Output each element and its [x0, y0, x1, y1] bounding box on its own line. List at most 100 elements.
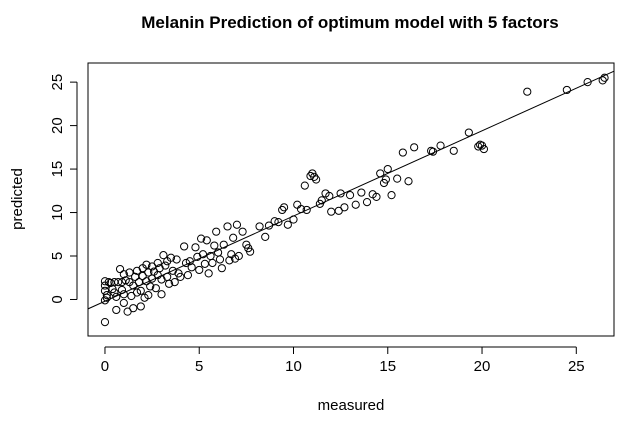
data-point	[204, 269, 213, 278]
data-point	[212, 227, 221, 236]
data-point	[172, 255, 181, 264]
y-tick-label: 20	[49, 117, 66, 134]
data-point	[146, 282, 155, 291]
data-point	[197, 234, 206, 243]
data-point	[164, 279, 174, 288]
axes-group: 0 5 10 15 20 25 0 5 10 15 20 25	[49, 74, 585, 375]
data-point	[119, 290, 128, 299]
data-point	[180, 242, 189, 251]
data-point	[110, 288, 119, 297]
data-point	[600, 73, 609, 82]
data-point	[219, 240, 228, 249]
data-point	[293, 200, 302, 209]
data-point	[289, 215, 298, 224]
data-point	[234, 251, 243, 261]
y-tick-label: 5	[49, 252, 66, 260]
data-point	[310, 172, 319, 181]
data-points-group	[100, 73, 609, 327]
data-point	[161, 261, 170, 270]
data-point	[464, 128, 473, 137]
data-point	[102, 293, 111, 302]
data-point	[119, 298, 128, 308]
data-point	[142, 260, 151, 269]
plot-frame	[87, 62, 615, 337]
data-point	[327, 207, 336, 216]
data-point	[100, 317, 110, 327]
x-tick-label: 20	[474, 358, 491, 375]
data-point	[136, 286, 145, 295]
data-point	[114, 277, 123, 287]
data-point	[393, 174, 402, 183]
x-tick-label: 10	[285, 358, 302, 375]
data-point	[100, 296, 110, 305]
data-point	[191, 243, 200, 252]
data-point	[181, 258, 191, 268]
data-point	[100, 286, 110, 295]
data-point	[112, 292, 121, 301]
y-tick-label: 10	[49, 204, 66, 221]
data-point	[372, 192, 381, 201]
data-point	[325, 191, 334, 201]
regression-line	[87, 70, 615, 310]
data-point	[274, 218, 283, 227]
data-point	[198, 250, 208, 259]
data-point	[387, 191, 396, 200]
data-point	[351, 200, 360, 209]
data-point	[336, 189, 345, 198]
data-point	[129, 304, 138, 313]
data-point	[153, 258, 162, 268]
data-point	[223, 222, 232, 231]
data-point	[300, 181, 309, 190]
data-point	[176, 272, 185, 281]
data-point	[270, 217, 279, 226]
data-point	[229, 233, 238, 242]
data-point	[232, 220, 242, 229]
data-point	[238, 227, 247, 236]
data-point	[121, 276, 130, 285]
data-point	[583, 78, 592, 87]
data-point	[562, 85, 571, 95]
data-point	[261, 232, 270, 241]
data-point	[225, 256, 234, 265]
data-point	[183, 271, 193, 280]
data-point	[144, 268, 153, 277]
data-point	[136, 302, 145, 311]
data-point	[202, 236, 211, 245]
data-point	[404, 177, 413, 186]
data-point	[523, 87, 532, 96]
data-point	[157, 290, 166, 299]
x-axis-label: measured	[318, 397, 385, 414]
data-point	[100, 277, 110, 286]
y-axis-label: predicted	[9, 168, 26, 230]
data-point	[132, 288, 142, 297]
data-point	[151, 284, 160, 293]
data-point	[283, 220, 292, 229]
data-point	[200, 259, 209, 268]
data-point	[383, 164, 392, 174]
x-tick-label: 0	[101, 358, 109, 375]
data-point	[279, 203, 289, 212]
data-point	[264, 221, 274, 230]
data-point	[102, 291, 111, 300]
data-point	[428, 147, 438, 156]
y-tick-label: 0	[49, 295, 66, 303]
data-point	[479, 144, 489, 154]
data-point	[144, 291, 153, 300]
data-point	[296, 204, 306, 214]
data-point	[246, 247, 255, 256]
data-point	[381, 175, 390, 184]
data-point	[317, 196, 326, 205]
data-point	[345, 191, 355, 200]
data-point	[125, 268, 134, 277]
data-point	[340, 203, 349, 212]
data-point	[449, 146, 458, 155]
data-point	[166, 253, 176, 262]
y-tick-label: 25	[49, 74, 66, 91]
data-point	[312, 175, 321, 184]
data-point	[398, 148, 407, 157]
data-point	[376, 169, 385, 178]
data-point	[112, 305, 121, 315]
data-point	[195, 265, 204, 275]
data-point	[598, 76, 607, 85]
